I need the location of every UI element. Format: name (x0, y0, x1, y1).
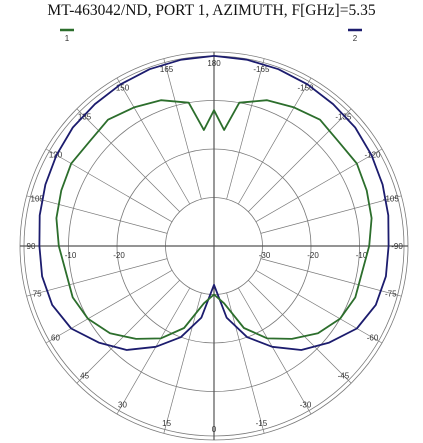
angle-tick-label: 60 (51, 334, 60, 343)
grid-spoke (26, 195, 168, 234)
grid-spoke (255, 269, 383, 344)
grid-spoke (116, 287, 191, 415)
angle-tick-label: -15 (256, 419, 268, 428)
angle-tick-label: 30 (118, 401, 127, 410)
grid-spoke (45, 148, 173, 223)
angle-tick-label: 15 (162, 419, 171, 428)
grid-spoke (248, 280, 352, 384)
grid-spoke (163, 58, 202, 200)
grid-spoke (163, 292, 202, 434)
angle-tick-label: 75 (33, 289, 42, 298)
angle-tick-label: 135 (78, 113, 92, 122)
grid-spoke (76, 280, 180, 384)
angle-tick-label: 45 (80, 371, 89, 380)
radial-tick-label: -20 (113, 251, 125, 260)
grid-spoke (260, 195, 402, 234)
angle-tick-label: 150 (116, 84, 130, 93)
angle-tick-label: -105 (383, 195, 400, 204)
angle-tick-label: -150 (297, 84, 314, 93)
grid-spoke (26, 258, 168, 297)
angle-tick-label: -90 (391, 242, 403, 251)
grid-spoke (116, 77, 191, 205)
grid-spoke (237, 287, 312, 415)
series-line-1 (38, 55, 390, 351)
grid-spoke (237, 77, 312, 205)
radial-tick-label: -10 (65, 251, 77, 260)
angle-tick-label: -60 (367, 334, 379, 343)
grid-spoke (260, 258, 402, 297)
grid-spoke (255, 148, 383, 223)
grid-spoke (76, 108, 180, 212)
radial-tick-label: -30 (259, 251, 271, 260)
angle-tick-label: 165 (160, 65, 174, 74)
angle-tick-label: -135 (335, 113, 352, 122)
angle-tick-label: 180 (207, 59, 221, 68)
angle-tick-label: -30 (300, 401, 312, 410)
angle-tick-label: -165 (253, 65, 270, 74)
radial-tick-label: -10 (356, 251, 368, 260)
angle-tick-label: -45 (338, 371, 350, 380)
chart-title: MT-463042/ND, PORT 1, AZIMUTH, F[GHz]=5.… (47, 2, 376, 19)
grid-spoke (226, 292, 265, 434)
angle-tick-label: 0 (212, 425, 217, 434)
grid-spoke (45, 269, 173, 344)
radial-tick-label: -20 (307, 251, 319, 260)
grid-spoke (248, 108, 352, 212)
angle-tick-label: -120 (364, 151, 381, 160)
legend-label-2: 2 (353, 34, 358, 43)
legend-label-1: 1 (65, 34, 70, 43)
angle-tick-label: 105 (31, 195, 45, 204)
angle-tick-label: 90 (27, 242, 36, 251)
grid-spoke (226, 58, 265, 200)
series-line-2 (55, 99, 373, 340)
angle-tick-label: -75 (385, 289, 397, 298)
